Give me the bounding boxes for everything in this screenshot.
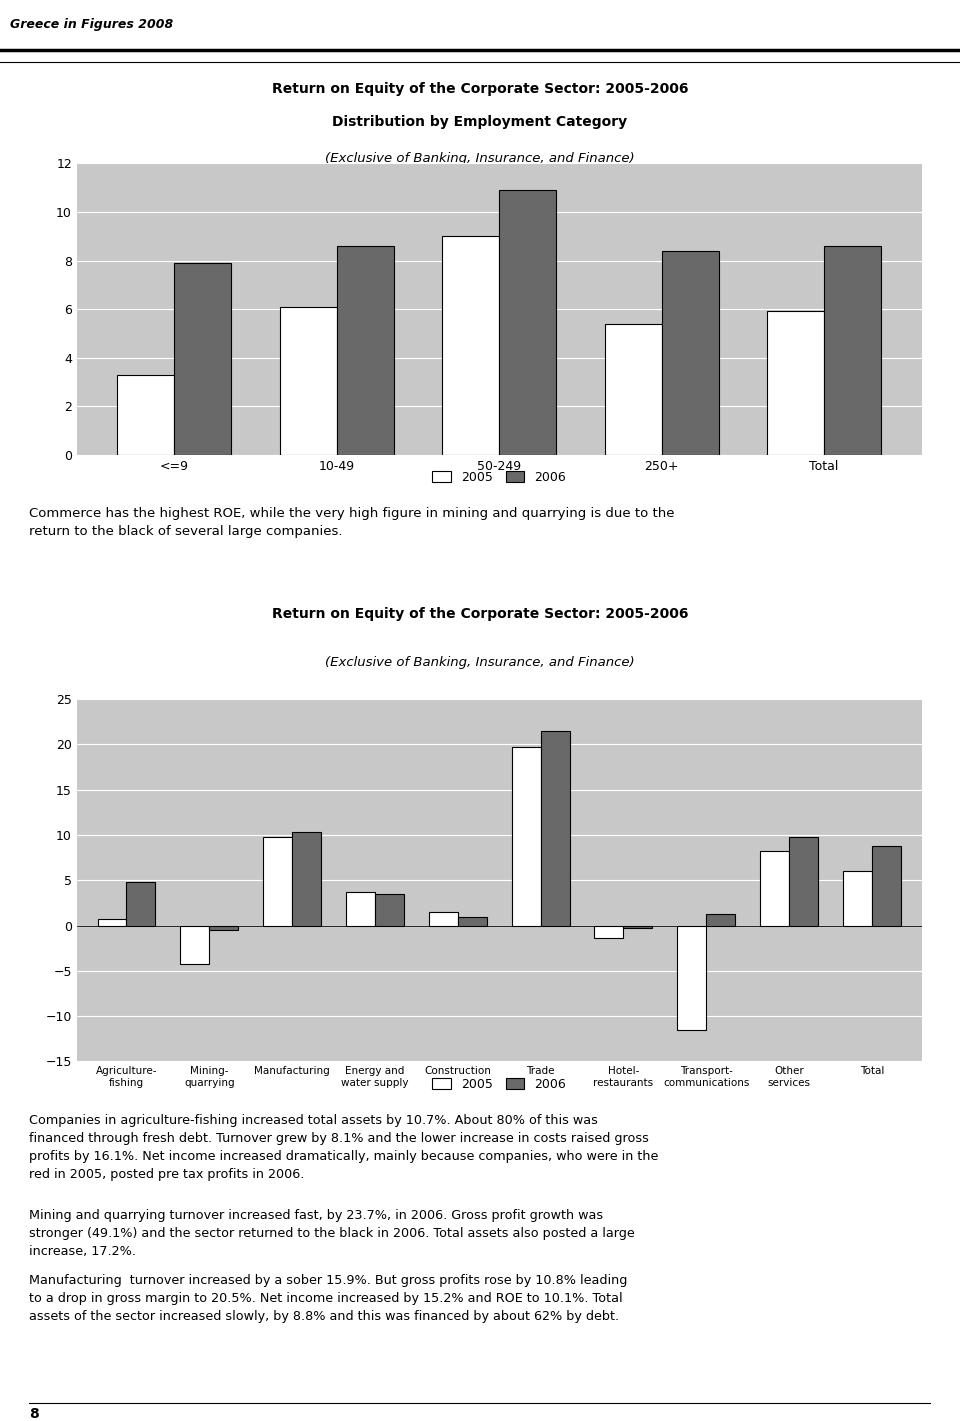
Bar (117, 375, 175, 455)
Bar (594, 925, 623, 938)
Bar (512, 747, 540, 925)
Text: Distribution by Employment Category: Distribution by Employment Category (332, 115, 628, 129)
Bar (605, 324, 661, 455)
Text: Companies in agriculture-fishing increased total assets by 10.7%. About 80% of t: Companies in agriculture-fishing increas… (29, 1114, 659, 1181)
Text: (Exclusive of Banking, Insurance, and Finance): (Exclusive of Banking, Insurance, and Fi… (325, 152, 635, 165)
Bar (767, 311, 824, 455)
Legend: 2005, 2006: 2005, 2006 (427, 466, 571, 489)
Bar (429, 912, 458, 925)
Bar (499, 190, 556, 455)
Bar (209, 925, 238, 931)
Text: Return on Equity of the Corporate Sector: 2005-2006: Return on Equity of the Corporate Sector… (272, 607, 688, 621)
Bar (375, 894, 404, 925)
Bar (127, 882, 156, 925)
Text: Manufacturing  turnover increased by a sober 15.9%. But gross profits rose by 10: Manufacturing turnover increased by a so… (29, 1273, 627, 1323)
Text: Commerce has the highest ROE, while the very high figure in mining and quarrying: Commerce has the highest ROE, while the … (29, 507, 674, 539)
Bar (180, 925, 209, 963)
Bar (292, 833, 322, 925)
Bar (175, 263, 231, 455)
Text: (Exclusive of Banking, Insurance, and Finance): (Exclusive of Banking, Insurance, and Fi… (325, 655, 635, 669)
Bar (540, 730, 569, 925)
Bar (263, 837, 292, 925)
Bar (346, 892, 375, 925)
Bar (280, 307, 337, 455)
Text: Return on Equity of the Corporate Sector: 2005-2006: Return on Equity of the Corporate Sector… (272, 82, 688, 97)
Bar (707, 914, 735, 925)
Bar (623, 925, 653, 928)
Bar (337, 246, 394, 455)
Bar (661, 250, 718, 455)
Bar (789, 837, 818, 925)
Bar (824, 246, 881, 455)
Bar (677, 925, 707, 1030)
Bar (872, 845, 900, 925)
Bar (760, 851, 789, 925)
Bar (98, 919, 127, 925)
Bar (458, 917, 487, 925)
Text: Mining and quarrying turnover increased fast, by 23.7%, in 2006. Gross profit gr: Mining and quarrying turnover increased … (29, 1209, 635, 1258)
Text: Greece in Figures 2008: Greece in Figures 2008 (10, 18, 173, 31)
Text: 8: 8 (29, 1407, 38, 1421)
Bar (443, 236, 499, 455)
Legend: 2005, 2006: 2005, 2006 (427, 1073, 571, 1096)
Bar (843, 871, 872, 925)
